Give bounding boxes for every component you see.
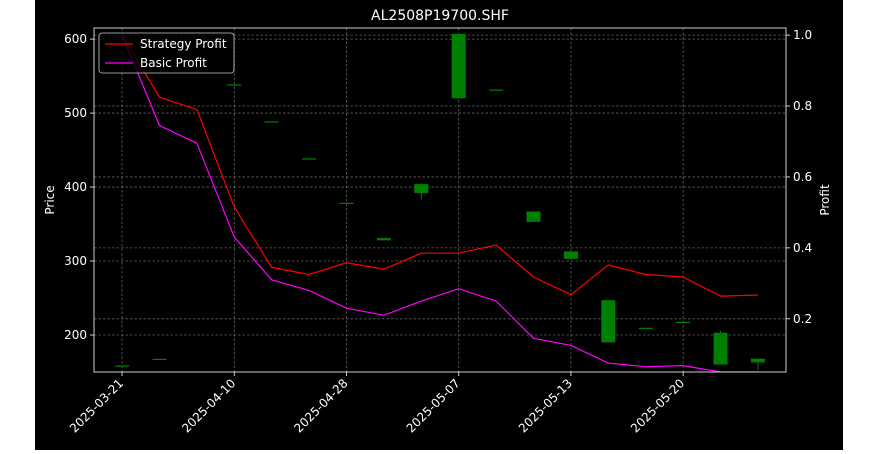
- candle-body: [451, 33, 466, 99]
- candle-body: [376, 238, 391, 241]
- candle-body: [563, 251, 578, 259]
- candle-body: [750, 358, 765, 363]
- basic-profit-line: [121, 34, 758, 372]
- candle-body: [713, 332, 728, 365]
- y-left-tick-label: 400: [64, 180, 87, 194]
- legend-label-strategy-profit: Strategy Profit: [140, 37, 227, 51]
- candle-body: [489, 89, 504, 91]
- line-layer: [121, 34, 758, 372]
- y-right-tick-label: 0.6: [793, 170, 812, 184]
- candle-body: [638, 327, 653, 329]
- candle-body: [152, 358, 167, 361]
- y-axis-left-label: Price: [43, 185, 57, 214]
- legend: Strategy Profit Basic Profit: [98, 32, 235, 74]
- candle-body: [414, 184, 429, 193]
- strategy-profit-line: [121, 34, 758, 297]
- plot-frame: [93, 27, 787, 373]
- candle-body: [227, 84, 242, 86]
- chart-title: AL2508P19700.SHF: [371, 8, 509, 24]
- candle-body: [601, 300, 616, 343]
- candle-body: [264, 121, 279, 123]
- candle-body: [676, 321, 691, 324]
- candle-body: [302, 158, 317, 160]
- candle-body: [339, 202, 354, 204]
- y-left-tick-label: 300: [64, 254, 87, 268]
- grid-layer: [94, 28, 786, 372]
- candle-body: [526, 211, 541, 222]
- y-left-tick-label: 600: [64, 32, 87, 46]
- figure-background: [35, 0, 843, 450]
- y-right-tick-label: 0.2: [793, 312, 812, 326]
- y-axis-right-label: Profit: [818, 184, 832, 216]
- y-right-tick-label: 1.0: [793, 28, 812, 42]
- candle-body: [115, 365, 130, 367]
- legend-label-basic-profit: Basic Profit: [140, 56, 207, 70]
- y-right-tick-label: 0.4: [793, 241, 812, 255]
- y-left-tick-label: 500: [64, 106, 87, 120]
- candle-layer: [115, 33, 765, 370]
- y-left-tick-label: 200: [64, 328, 87, 342]
- y-right-tick-label: 0.8: [793, 99, 812, 113]
